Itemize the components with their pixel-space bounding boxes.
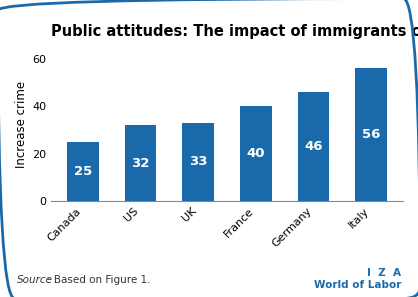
Bar — [240, 106, 272, 201]
Text: 32: 32 — [131, 157, 150, 170]
Y-axis label: Increase crime: Increase crime — [15, 80, 28, 168]
Text: 40: 40 — [247, 147, 265, 160]
Bar — [298, 92, 329, 201]
Bar — [182, 123, 214, 201]
Text: Public attitudes: The impact of immigrants on crime (%): Public attitudes: The impact of immigran… — [51, 24, 418, 39]
Text: 33: 33 — [189, 155, 207, 168]
Bar — [355, 68, 387, 201]
Bar — [67, 142, 99, 201]
Text: 46: 46 — [304, 140, 323, 153]
Text: I  Z  A: I Z A — [367, 268, 401, 278]
Text: : Based on Figure 1.: : Based on Figure 1. — [47, 275, 150, 285]
Text: 56: 56 — [362, 128, 380, 141]
Text: World of Labor: World of Labor — [314, 279, 401, 290]
Text: Source: Source — [17, 275, 53, 285]
Bar — [125, 125, 156, 201]
Text: 25: 25 — [74, 165, 92, 178]
